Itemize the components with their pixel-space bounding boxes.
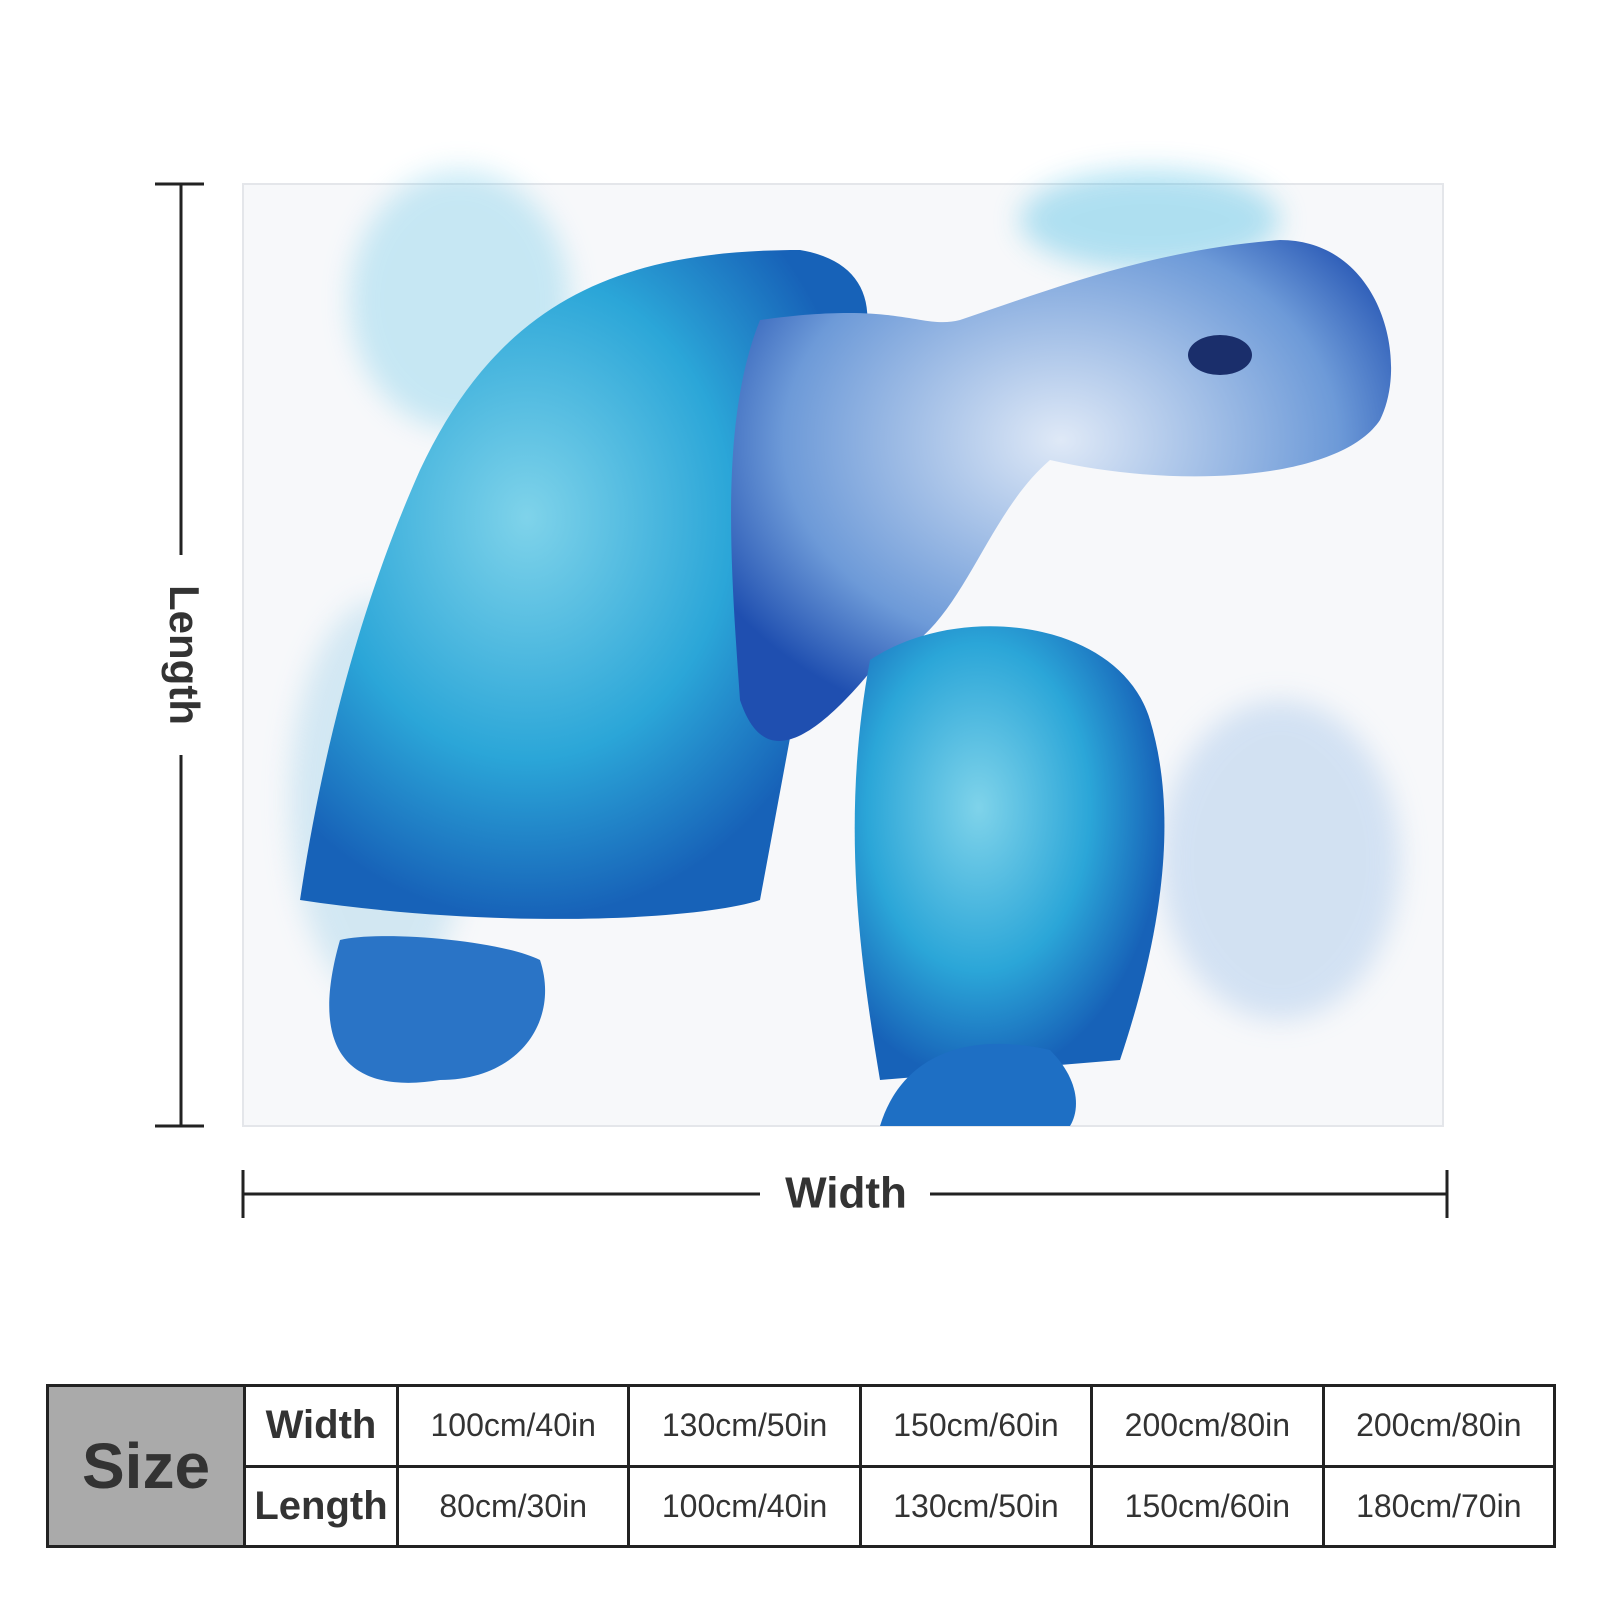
cell: 130cm/50in — [627, 1384, 862, 1468]
size-table: Size Width 100cm/40in 130cm/50in 150cm/6… — [46, 1384, 1557, 1548]
cell: 180cm/70in — [1321, 1464, 1557, 1548]
cell: 130cm/50in — [858, 1464, 1094, 1548]
cell: 150cm/60in — [858, 1384, 1094, 1468]
length-label: Length — [161, 585, 208, 725]
row-header: Width — [243, 1384, 399, 1468]
cell: 200cm/80in — [1321, 1384, 1557, 1468]
turtle-flipper-lower — [880, 1043, 1076, 1126]
dimension-lines — [155, 182, 1449, 1218]
turtle-eye — [1188, 335, 1252, 375]
blanket-illustration: Length Width — [155, 170, 1449, 1218]
row-header: Length — [243, 1464, 399, 1548]
cell: 200cm/80in — [1090, 1384, 1325, 1468]
cell: 100cm/40in — [627, 1464, 862, 1548]
turtle-shell — [300, 250, 868, 919]
cell: 100cm/40in — [395, 1384, 631, 1468]
turtle-back-flipper — [329, 936, 546, 1083]
width-label: Width — [785, 1169, 907, 1218]
cell: 150cm/60in — [1090, 1464, 1325, 1548]
turtle-flipper — [854, 626, 1165, 1080]
size-header: Size — [46, 1384, 246, 1548]
cell: 80cm/30in — [395, 1464, 631, 1548]
